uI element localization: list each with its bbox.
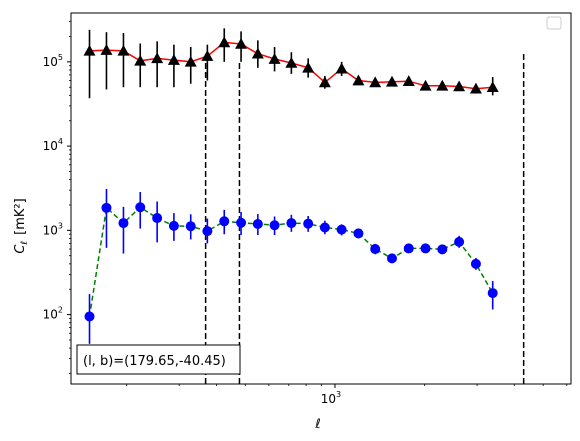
series-triangle-point <box>151 52 164 64</box>
y-tick-label: 105 <box>43 53 63 69</box>
y-tick-label-exponent: 2 <box>58 306 63 315</box>
x-axis-label-text: ℓ <box>314 417 320 432</box>
y-tick-label-base: 10 <box>43 139 58 153</box>
y-axis-label-unit: [mK²] <box>13 198 28 235</box>
series-circle-point <box>403 243 414 254</box>
series-circle-point <box>470 258 481 269</box>
series-triangle-point <box>184 55 197 67</box>
series-triangle-point <box>436 79 449 91</box>
y-axis-label: Cℓ [mK²] <box>13 198 30 253</box>
x-tick-label-base: 10 <box>321 392 336 406</box>
series-circle-point <box>84 311 95 322</box>
series-triangle-point <box>83 44 96 56</box>
y-tick-label: 102 <box>43 306 63 322</box>
y-axis-label-text: Cℓ [mK²] <box>13 198 30 253</box>
y-tick-label: 103 <box>43 221 63 237</box>
series-triangle-point <box>453 80 466 92</box>
y-tick-label-base: 10 <box>43 223 58 237</box>
y-axis-label-main: C <box>13 244 28 254</box>
y-tick-label-base: 10 <box>43 308 58 322</box>
series-circle-point <box>219 216 230 227</box>
series-triangle-point <box>285 56 298 68</box>
series-triangle-point <box>335 62 348 74</box>
series-circle-point <box>202 226 213 237</box>
series-circle-point <box>185 221 196 232</box>
series-triangle-point <box>201 50 214 61</box>
series-triangle-point <box>486 81 499 93</box>
plot-area <box>83 28 525 384</box>
series-circle-point <box>168 220 179 231</box>
y-tick-label: 104 <box>43 137 63 153</box>
annotation-frame <box>76 344 241 375</box>
series-circle-point <box>236 217 247 228</box>
series-triangle-point <box>302 61 315 73</box>
series-triangle-point <box>100 44 113 55</box>
series-circle-point <box>319 222 330 233</box>
series-circle-point <box>252 218 263 229</box>
series-triangle-point <box>352 74 365 86</box>
series-circle-point <box>454 236 465 247</box>
series-circle-point <box>135 202 146 213</box>
series-circle-point <box>152 213 163 224</box>
y-axis-label-sub: ℓ <box>20 241 30 246</box>
legend <box>546 16 562 30</box>
series-circle-point <box>353 228 364 239</box>
series-triangle-point <box>268 53 281 64</box>
series-triangle-point <box>251 47 264 59</box>
series-circle-point <box>487 288 498 299</box>
series-triangle-point <box>117 44 130 56</box>
series-circle-point <box>286 218 297 229</box>
series-triangle-point <box>218 36 231 48</box>
series-triangle-point <box>369 76 382 88</box>
series-triangle-point <box>402 75 415 86</box>
series-triangle-point <box>318 76 331 88</box>
series-circle-point <box>336 224 347 235</box>
y-tick-label-base: 10 <box>43 55 58 69</box>
series-circle-point <box>303 218 314 229</box>
annotation-box: (l, b)=(179.65,-40.45) <box>76 344 241 375</box>
series-circle-point <box>386 253 397 264</box>
series-circle-point <box>420 243 431 254</box>
annotation-text: (l, b)=(179.65,-40.45) <box>83 354 226 369</box>
series-circle-point <box>101 202 112 213</box>
series-triangle-point <box>235 37 248 49</box>
series-triangle-point <box>419 79 432 91</box>
x-tick-label: 103 <box>321 390 341 406</box>
y-tick-label-exponent: 4 <box>58 137 63 146</box>
y-tick-label-exponent: 5 <box>58 53 63 62</box>
series-triangle-point <box>385 75 398 87</box>
series-triangle-point <box>469 82 482 94</box>
series-circle-point <box>370 244 381 255</box>
series-triangle-point <box>134 54 147 66</box>
series-triangle-point <box>167 54 180 65</box>
y-tick-label-exponent: 3 <box>58 221 63 230</box>
x-tick-label-exponent: 3 <box>336 390 341 399</box>
x-axis-label: ℓ <box>314 417 320 432</box>
series-circle-point <box>118 218 129 229</box>
legend-box <box>546 16 562 30</box>
series-circle-point <box>437 244 448 255</box>
series-circle-point <box>269 220 280 231</box>
